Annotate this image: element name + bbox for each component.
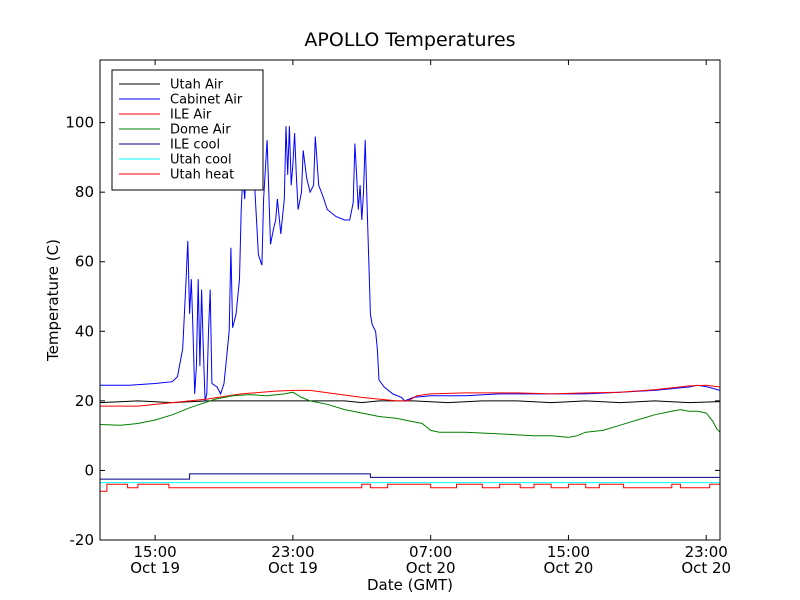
x-tick-label-date: Oct 20 <box>406 559 456 577</box>
legend-label-cabinet-air: Cabinet Air <box>170 93 243 108</box>
legend-label-ile-air: ILE Air <box>170 108 212 123</box>
x-tick-label-date: Oct 20 <box>544 559 594 577</box>
y-tick-label: 100 <box>65 114 94 132</box>
legend-label-ile-cool: ILE cool <box>170 138 220 153</box>
y-tick-label: 20 <box>75 392 94 410</box>
y-tick-label: -20 <box>70 531 95 549</box>
y-tick-label: 0 <box>84 461 94 479</box>
legend-label-utah-cool: Utah cool <box>170 153 232 168</box>
x-tick-label-date: Oct 20 <box>681 559 731 577</box>
x-tick-label-date: Oct 19 <box>130 559 180 577</box>
x-tick-label-date: Oct 19 <box>268 559 318 577</box>
x-axis-label: Date (GMT) <box>367 576 453 594</box>
legend-label-dome-air: Dome Air <box>170 123 231 138</box>
y-tick-label: 80 <box>75 183 94 201</box>
temperature-chart: APOLLO Temperatures -20020406080100 15:0… <box>0 0 800 600</box>
y-tick-label: 60 <box>75 253 94 271</box>
y-tick-label: 40 <box>75 322 94 340</box>
legend-label-utah-air: Utah Air <box>170 78 223 93</box>
legend-label-utah-heat: Utah heat <box>170 168 234 183</box>
y-axis-label: Temperature (C) <box>44 239 62 362</box>
chart-title: APOLLO Temperatures <box>304 29 515 51</box>
